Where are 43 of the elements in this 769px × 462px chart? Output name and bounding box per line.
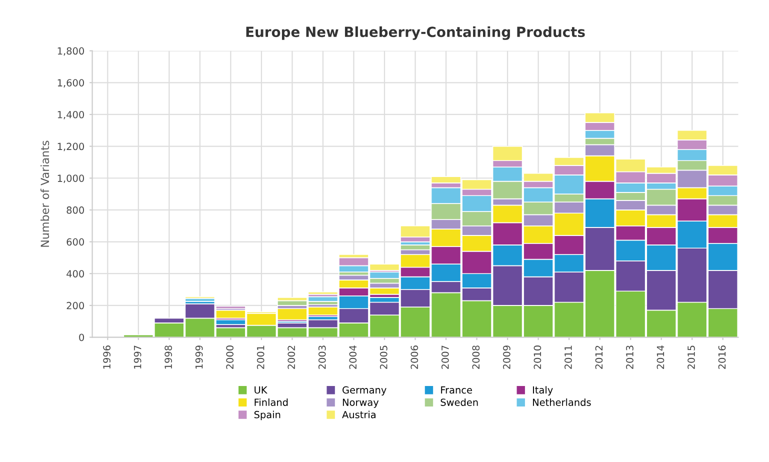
y-tick-label: 1,200 <box>58 142 84 152</box>
y-tick-label: 1,400 <box>58 110 84 120</box>
x-tick-label: 2009 <box>503 346 510 369</box>
y-tick-label: 1,600 <box>58 79 84 88</box>
x-tick-label: 2008 <box>472 346 480 369</box>
x-tick-label: 1996 <box>103 346 110 369</box>
x-tick-label: 2010 <box>534 346 542 369</box>
legend-label: Norway <box>342 398 379 408</box>
x-tick-label: 2002 <box>288 346 296 369</box>
x-tick-label: 2006 <box>410 346 418 369</box>
x-tick-label: 2001 <box>256 346 264 369</box>
x-tick-label: 2005 <box>380 346 388 369</box>
x-tick-label: 2012 <box>595 346 603 369</box>
y-tick-label: 600 <box>66 238 84 246</box>
legend-label: UK <box>254 386 268 394</box>
legend-label: Sweden <box>440 398 478 406</box>
x-tick-label: 1999 <box>195 346 203 369</box>
x-tick-label: 2014 <box>656 345 664 369</box>
legend-label: France <box>441 386 472 394</box>
y-tick-label: 400 <box>66 270 84 278</box>
x-tick-label: 2015 <box>688 346 695 369</box>
x-tick-label: 2000 <box>226 346 234 369</box>
x-tick-label: 1997 <box>134 346 142 369</box>
x-tick-label: 2013 <box>626 346 634 369</box>
legend-label: Spain <box>254 410 280 420</box>
legend-label: Austria <box>342 410 376 418</box>
y-tick-label: 0 <box>79 334 84 342</box>
legend-label: Netherlands <box>533 398 591 406</box>
legend-label: Germany <box>342 386 386 396</box>
x-tick-label: 2007 <box>441 346 449 369</box>
x-tick-label: 2004 <box>349 345 357 369</box>
x-tick-label: 1998 <box>164 346 172 369</box>
legend-label: Finland <box>254 398 288 406</box>
y-tick-label: 1,800 <box>58 47 84 56</box>
y-tick-label: 200 <box>66 302 84 310</box>
y-tick-label: 1,000 <box>58 174 84 183</box>
x-tick-label: 2011 <box>564 346 572 369</box>
y-axis-title: Number of Variants <box>40 140 50 247</box>
legend-label: Italy <box>533 386 553 396</box>
x-tick-label: 2016 <box>718 346 726 369</box>
x-tick-label: 2003 <box>318 346 326 369</box>
y-tick-label: 800 <box>66 206 84 214</box>
chart-title: Europe New Blueberry-Containing Products <box>246 26 585 40</box>
